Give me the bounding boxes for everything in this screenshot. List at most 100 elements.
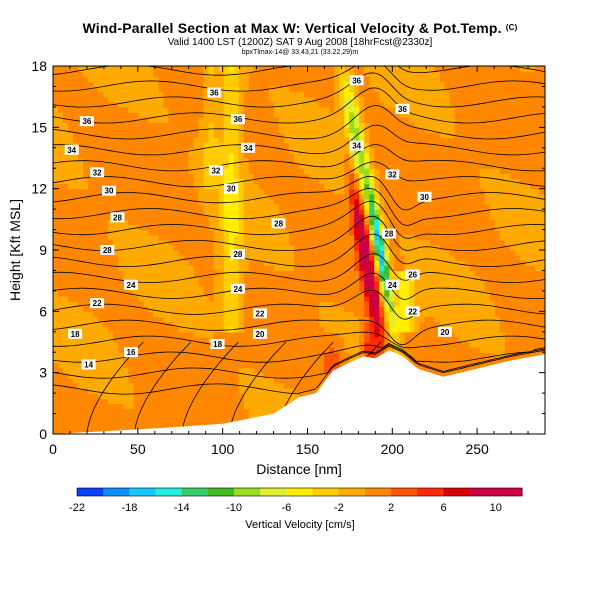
- field-cell: [273, 347, 280, 353]
- field-cell: [293, 290, 300, 297]
- field-cell: [379, 209, 385, 215]
- field-cell: [98, 347, 104, 353]
- field-cell: [253, 357, 260, 364]
- field-cell: [354, 290, 360, 297]
- field-cell: [123, 229, 129, 236]
- field-cell: [178, 362, 185, 369]
- field-cell: [153, 275, 160, 282]
- field-cell: [288, 71, 295, 77]
- field-cell: [319, 142, 325, 149]
- field-cell: [58, 81, 64, 88]
- field-cell: [183, 168, 190, 174]
- field-cell: [288, 188, 295, 195]
- field-cell: [359, 96, 365, 103]
- field-cell: [203, 239, 210, 246]
- field-cell: [123, 101, 129, 108]
- field-cell: [223, 336, 230, 343]
- field-cell: [349, 316, 355, 323]
- field-cell: [153, 290, 160, 297]
- field-cell: [113, 377, 119, 384]
- field-cell: [233, 209, 240, 215]
- field-cell: [314, 347, 320, 353]
- field-cell: [68, 183, 74, 190]
- field-cell: [203, 270, 210, 277]
- field-cell: [208, 244, 215, 251]
- field-cell: [123, 413, 129, 420]
- field-cell: [168, 132, 175, 139]
- field-cell: [158, 326, 165, 333]
- field-cell: [389, 326, 395, 333]
- field-cell: [198, 112, 205, 118]
- field-cell: [118, 296, 124, 302]
- field-cell: [228, 132, 235, 139]
- field-cell: [53, 275, 59, 282]
- field-cell: [78, 367, 84, 374]
- field-cell: [218, 255, 225, 261]
- field-cell: [238, 122, 245, 128]
- field-cell: [309, 372, 315, 379]
- field-cell: [293, 393, 300, 399]
- field-cell: [314, 158, 320, 164]
- field-cell: [193, 280, 200, 287]
- field-cell: [273, 142, 280, 149]
- field-cell: [293, 106, 300, 113]
- field-cell: [113, 142, 119, 149]
- field-cell: [198, 147, 205, 154]
- field-cell: [329, 137, 335, 144]
- field-cell: [299, 96, 305, 103]
- field-cell: [78, 362, 84, 369]
- field-cell: [324, 106, 330, 113]
- field-cell: [153, 306, 160, 312]
- field-cell: [188, 86, 195, 93]
- field-cell: [148, 214, 155, 220]
- field-cell: [118, 122, 124, 128]
- field-cell: [183, 372, 190, 379]
- field-cell: [374, 306, 380, 312]
- field-cell: [158, 336, 165, 343]
- field-cell: [354, 265, 360, 272]
- field-cell: [193, 367, 200, 374]
- field-cell: [389, 96, 395, 103]
- field-cell: [314, 209, 320, 215]
- field-cell: [319, 106, 325, 113]
- field-cell: [58, 163, 64, 169]
- field-cell: [158, 132, 165, 139]
- field-cell: [218, 311, 225, 318]
- field-cell: [73, 214, 79, 220]
- field-cell: [374, 158, 380, 164]
- field-cell: [293, 326, 300, 333]
- field-cell: [273, 168, 280, 174]
- field-cell: [138, 285, 144, 292]
- field-cell: [73, 224, 79, 231]
- field-cell: [173, 321, 180, 328]
- field-cell: [374, 183, 380, 190]
- field-cell: [233, 296, 240, 302]
- field-cell: [283, 393, 290, 399]
- field-cell: [319, 336, 325, 343]
- field-cell: [309, 137, 315, 144]
- field-cell: [344, 163, 350, 169]
- field-cell: [334, 106, 340, 113]
- field-cell: [319, 173, 325, 180]
- field-cell: [243, 311, 250, 318]
- field-cell: [108, 326, 114, 333]
- field-cell: [379, 290, 385, 297]
- field-cell: [228, 106, 235, 113]
- field-cell: [218, 147, 225, 154]
- field-cell: [253, 127, 260, 134]
- field-cell: [138, 178, 144, 185]
- field-cell: [153, 91, 160, 98]
- field-cell: [208, 178, 215, 185]
- field-cell: [188, 198, 195, 205]
- field-cell: [288, 168, 295, 174]
- field-cell: [73, 76, 79, 82]
- field-cell: [213, 352, 220, 358]
- field-cell: [278, 158, 285, 164]
- field-cell: [319, 122, 325, 128]
- field-cell: [173, 117, 180, 123]
- field-cell: [128, 229, 134, 236]
- field-cell: [339, 188, 345, 195]
- field-cell: [324, 137, 330, 144]
- field-cell: [193, 301, 200, 307]
- field-cell: [98, 96, 104, 103]
